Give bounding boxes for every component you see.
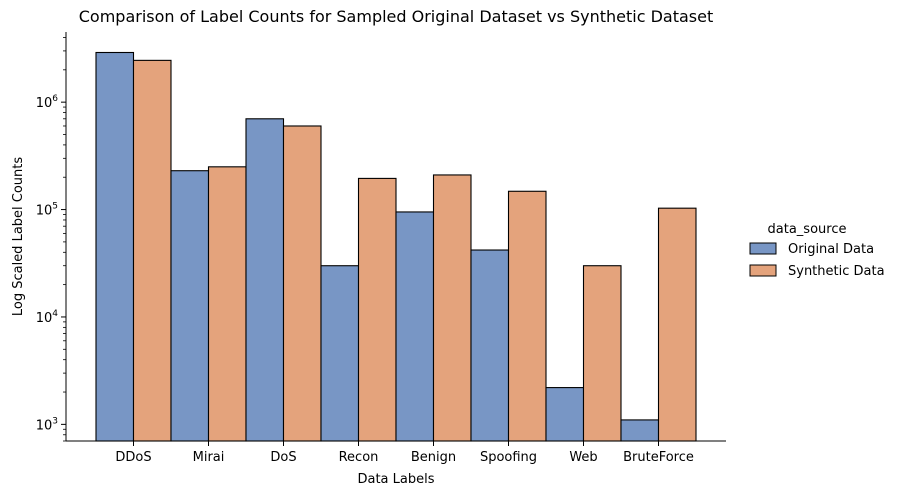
bar-web-synthetic-data xyxy=(582,265,622,442)
y-axis: 103 104 105 106 xyxy=(36,32,67,442)
bars-group xyxy=(95,51,697,442)
legend-label-synthetic-data: Synthetic Data xyxy=(788,264,885,279)
x-tick-label: DoS xyxy=(270,450,296,465)
x-tick-label: DDoS xyxy=(115,450,151,465)
legend-swatch-original-data xyxy=(749,242,777,255)
bar-recon-original-data xyxy=(320,265,360,442)
bar-bruteforce-original-data xyxy=(620,419,660,442)
bar-web-original-data xyxy=(545,387,585,442)
bar-benign-original-data xyxy=(395,211,435,442)
x-tick-label: BruteForce xyxy=(623,450,694,465)
x-tick-label: Recon xyxy=(339,450,379,465)
bar-spoofing-synthetic-data xyxy=(507,190,547,442)
bar-dos-synthetic-data xyxy=(282,125,322,442)
bar-ddos-original-data xyxy=(95,51,135,442)
bar-mirai-original-data xyxy=(170,170,210,442)
bar-dos-original-data xyxy=(245,118,285,442)
bar-bruteforce-synthetic-data xyxy=(657,207,697,442)
y-tick-label: 103 xyxy=(36,416,58,433)
x-axis: DDoS Mirai DoS Recon Benign Spoofing Web BruteF… xyxy=(66,440,726,465)
y-tick-label: 104 xyxy=(36,309,59,326)
legend-swatch-synthetic-data xyxy=(749,264,777,277)
legend: data_source Original Data Synthetic Data xyxy=(749,222,885,279)
y-tick-label: 105 xyxy=(36,202,58,219)
x-tick-label: Mirai xyxy=(193,450,225,465)
bar-recon-synthetic-data xyxy=(357,177,397,442)
bar-benign-synthetic-data xyxy=(432,174,472,442)
bar-spoofing-original-data xyxy=(470,249,510,442)
x-axis-title: Data Labels xyxy=(357,472,434,487)
chart-title: Comparison of Label Counts for Sampled O… xyxy=(79,7,714,26)
bar-mirai-synthetic-data xyxy=(207,166,247,442)
legend-title: data_source xyxy=(768,222,847,237)
y-axis-title: Log Scaled Label Counts xyxy=(11,157,26,317)
x-tick-label: Web xyxy=(569,450,597,465)
x-tick-label: Spoofing xyxy=(480,450,537,465)
y-tick-label: 106 xyxy=(36,94,59,111)
x-tick-label: Benign xyxy=(411,450,456,465)
legend-label-original-data: Original Data xyxy=(788,242,874,257)
bar-ddos-synthetic-data xyxy=(132,59,172,442)
